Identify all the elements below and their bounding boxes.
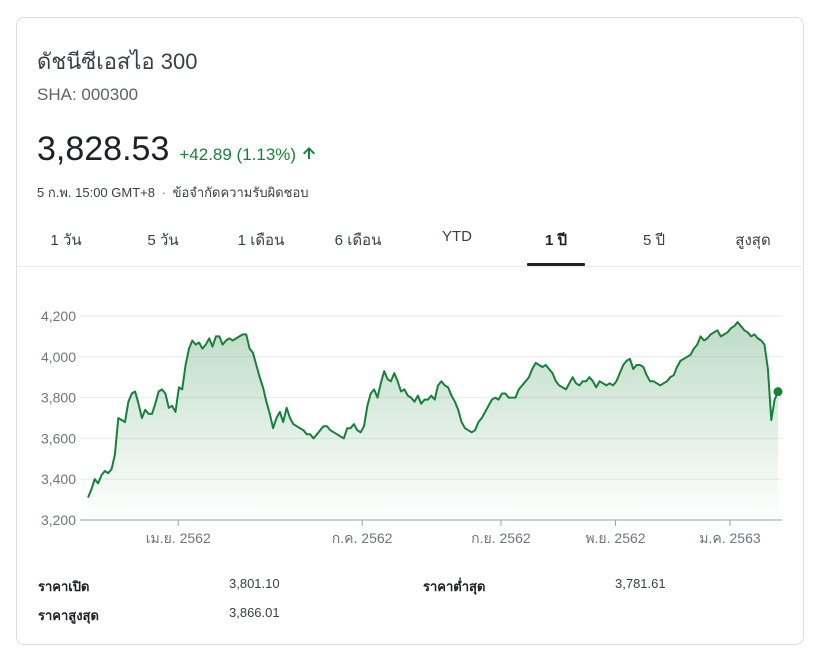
- range-tabs: 1 วัน 5 วัน 1 เดือน 6 เดือน YTD 1 ปี 5 ป…: [16, 222, 804, 267]
- y-tick-label: 4,000: [41, 349, 76, 365]
- y-tick-label: 3,800: [41, 390, 76, 406]
- tab-5d[interactable]: 5 วัน: [147, 232, 179, 249]
- y-tick-label: 3,200: [41, 512, 76, 528]
- price-area-fill: [88, 322, 778, 520]
- x-tick-label: ก.ย. 2562: [471, 530, 531, 546]
- price-change: +42.89 (1.13%): [179, 145, 316, 165]
- price-line: [87, 321, 779, 498]
- high-label: ราคาสูงสุด: [38, 608, 99, 623]
- current-price: 3,828.53: [37, 130, 170, 168]
- y-tick-label: 3,600: [41, 430, 76, 446]
- price-meta: 5 ก.พ. 15:00 GMT+8 · ข้อจำกัดความรับผิดช…: [37, 182, 309, 203]
- x-tick-label: พ.ย. 2562: [585, 530, 645, 546]
- tab-max[interactable]: สูงสุด: [735, 232, 771, 249]
- tab-1y[interactable]: 1 ปี: [544, 232, 568, 249]
- low-value: 3,781.61: [615, 576, 666, 591]
- x-tick-label: เม.ย. 2562: [146, 530, 211, 546]
- active-tab-indicator: [527, 263, 585, 266]
- tab-1m[interactable]: 1 เดือน: [237, 232, 285, 249]
- tab-6m[interactable]: 6 เดือน: [334, 232, 382, 249]
- x-tick-label: ก.ค. 2562: [332, 530, 393, 546]
- y-tick-label: 4,200: [41, 308, 76, 324]
- open-label: ราคาเปิด: [38, 579, 90, 594]
- tab-1d[interactable]: 1 วัน: [50, 232, 82, 249]
- open-value: 3,801.10: [229, 576, 280, 591]
- price-change-value: +42.89 (1.13%): [179, 145, 297, 164]
- tab-ytd[interactable]: YTD: [442, 228, 472, 245]
- tab-5y[interactable]: 5 ปี: [642, 232, 666, 249]
- low-label: ราคาต่ำสุด: [423, 579, 486, 594]
- ticker-symbol: SHA: 000300: [37, 85, 139, 104]
- y-tick-label: 3,400: [41, 471, 76, 487]
- stock-card: [16, 17, 804, 645]
- x-tick-label: ม.ค. 2563: [699, 530, 761, 546]
- arrow-up-icon: [302, 145, 316, 165]
- disclaimer-link[interactable]: ข้อจำกัดความรับผิดชอบ: [172, 185, 309, 200]
- timestamp: 5 ก.พ. 15:00 GMT+8: [37, 185, 155, 200]
- meta-separator: ·: [161, 185, 166, 200]
- price-row: 3,828.53 +42.89 (1.13%): [37, 130, 316, 169]
- high-value: 3,866.01: [229, 605, 280, 620]
- index-title: ดัชนีซีเอสไอ 300: [37, 49, 198, 74]
- current-price-dot: [773, 387, 783, 397]
